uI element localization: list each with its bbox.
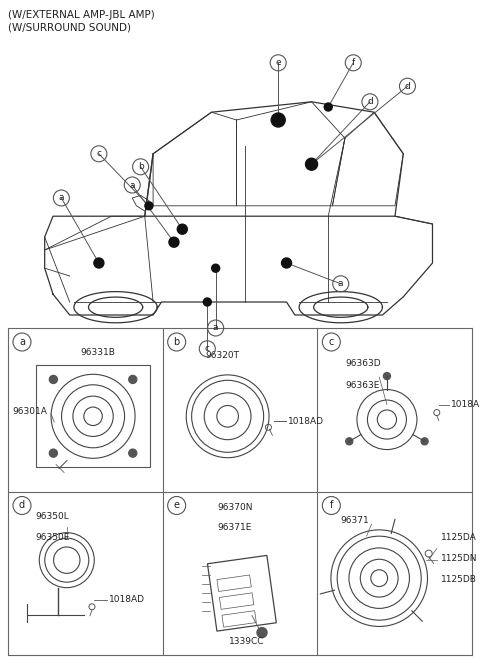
Text: 96301A: 96301A (12, 407, 48, 416)
Text: b: b (138, 162, 144, 171)
Text: 96350L: 96350L (36, 512, 70, 520)
Circle shape (145, 202, 153, 210)
Circle shape (212, 264, 220, 272)
Circle shape (49, 449, 58, 457)
Text: 1018AD: 1018AD (288, 417, 324, 426)
Circle shape (271, 113, 285, 127)
Text: 1125DA: 1125DA (441, 533, 477, 542)
Text: a: a (59, 194, 64, 202)
Text: 1339CC: 1339CC (229, 637, 265, 646)
Circle shape (129, 449, 137, 457)
Text: c: c (96, 149, 101, 158)
Text: f: f (352, 58, 355, 68)
Text: b: b (174, 337, 180, 347)
Text: (W/SURROUND SOUND): (W/SURROUND SOUND) (8, 22, 131, 32)
Circle shape (282, 258, 291, 268)
Bar (222, 611, 256, 627)
Text: e: e (276, 58, 281, 68)
Text: (W/EXTERNAL AMP-JBL AMP): (W/EXTERNAL AMP-JBL AMP) (8, 10, 155, 20)
Text: f: f (330, 501, 333, 511)
Text: 1125DN: 1125DN (441, 554, 478, 563)
Bar (217, 575, 252, 591)
Circle shape (94, 258, 104, 268)
Text: a: a (19, 337, 25, 347)
Text: d: d (405, 82, 410, 91)
Text: 96370N: 96370N (217, 503, 253, 512)
Circle shape (306, 158, 318, 170)
Text: 96363E: 96363E (345, 381, 380, 390)
Text: 96371: 96371 (340, 516, 369, 526)
Circle shape (49, 375, 58, 383)
Circle shape (177, 224, 187, 234)
Bar (219, 593, 254, 609)
Text: 96363D: 96363D (345, 359, 381, 369)
Text: 1018AD: 1018AD (109, 595, 145, 604)
Text: a: a (338, 279, 344, 288)
Text: e: e (174, 501, 180, 511)
Text: 96320T: 96320T (205, 351, 240, 360)
Text: c: c (205, 344, 210, 353)
Text: d: d (19, 501, 25, 511)
Circle shape (346, 438, 353, 445)
Bar (207, 556, 276, 631)
Text: a: a (213, 324, 218, 333)
Circle shape (257, 628, 267, 638)
Circle shape (421, 438, 428, 445)
Circle shape (384, 373, 390, 379)
Text: 96350E: 96350E (36, 533, 70, 542)
Text: 96371E: 96371E (218, 523, 252, 532)
Text: c: c (329, 337, 334, 347)
Circle shape (129, 375, 137, 383)
Text: a: a (130, 180, 135, 190)
Circle shape (169, 237, 179, 247)
Circle shape (204, 298, 211, 306)
Text: d: d (367, 97, 373, 106)
Text: 96331B: 96331B (81, 348, 116, 357)
Text: 1125DB: 1125DB (441, 575, 477, 584)
Text: 1018AD: 1018AD (451, 400, 480, 409)
Circle shape (324, 103, 332, 111)
